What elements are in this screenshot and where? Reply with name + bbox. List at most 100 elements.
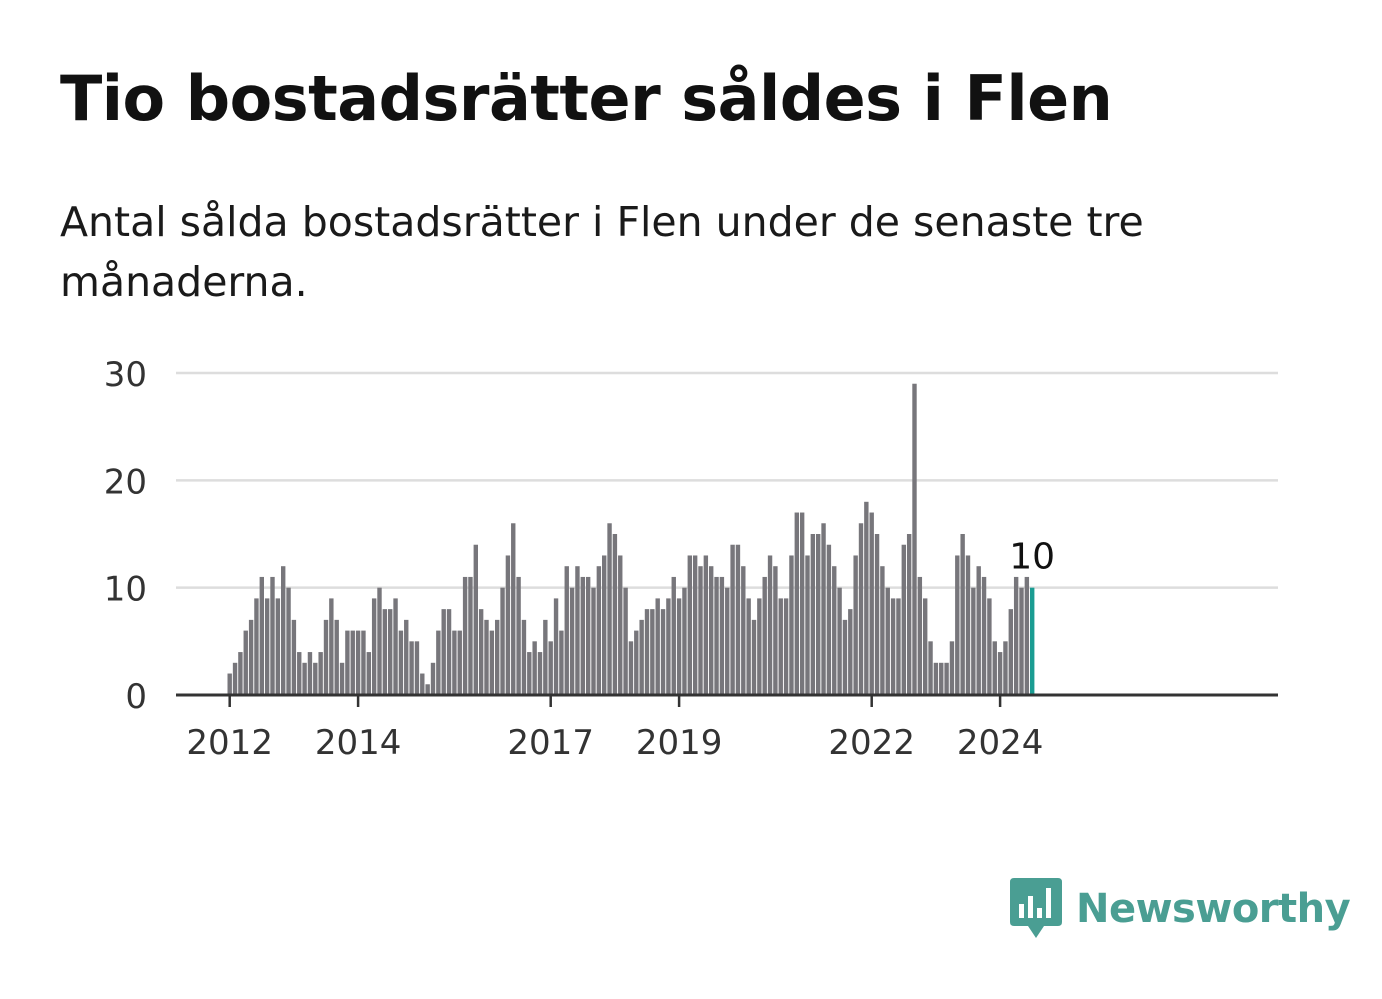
bar [864,502,868,695]
bar [960,534,964,695]
bar [543,620,547,695]
bar [1003,641,1007,695]
bar [698,566,702,695]
bar [495,620,499,695]
bar [736,545,740,695]
bar [682,588,686,695]
bar [313,663,317,695]
x-tick-label: 2014 [315,723,402,763]
bar [340,663,344,695]
bar [693,555,697,695]
y-tick-label: 10 [104,570,147,610]
bar [238,652,242,695]
bar [752,620,756,695]
bar [618,555,622,695]
bar [228,674,232,695]
bar [859,523,863,695]
bar [704,555,708,695]
bar [474,545,478,695]
bar [586,577,590,695]
bar [302,663,306,695]
bar [265,598,269,695]
bar [1014,577,1018,695]
bar [452,631,456,695]
grid-lines [176,373,1278,588]
bar [902,545,906,695]
bar [425,684,429,695]
bar [661,609,665,695]
bar [554,598,558,695]
bar [934,663,938,695]
bar [388,609,392,695]
bar [848,609,852,695]
bar [591,588,595,695]
bar [458,631,462,695]
bar [757,598,761,695]
bar [982,577,986,695]
bar [870,513,874,695]
x-tick-label: 2012 [186,723,273,763]
bar [538,652,542,695]
newsworthy-logo: Newsworthy [1010,878,1350,940]
bar [875,534,879,695]
bar [886,588,890,695]
bar [442,609,446,695]
bar [725,588,729,695]
bar [500,588,504,695]
bar [688,555,692,695]
bar [607,523,611,695]
bar [837,588,841,695]
bar [361,631,365,695]
bar [891,598,895,695]
bar [581,577,585,695]
bar [297,652,301,695]
bar [522,620,526,695]
bar [260,577,264,695]
bar [944,663,948,695]
bar [805,555,809,695]
bar [789,555,793,695]
bar [468,577,472,695]
bar-highlight [1030,588,1034,695]
bar [318,652,322,695]
bar [249,620,253,695]
bar [570,588,574,695]
bar [950,641,954,695]
bar [345,631,349,695]
bar [281,566,285,695]
highlight-value-label: 10 [1009,537,1055,578]
bar [597,566,601,695]
bar [741,566,745,695]
bar [629,641,633,695]
bar [966,555,970,695]
bar [763,577,767,695]
bar-chart: 01020302012 2014 2017 2019 2022 2024 10 [0,0,1382,999]
bar [559,631,563,695]
y-tick-label: 0 [125,677,147,717]
y-tick-label: 30 [104,355,147,395]
bar [939,663,943,695]
bar [821,523,825,695]
bar [730,545,734,695]
bar [623,588,627,695]
bar [404,620,408,695]
bar [666,598,670,695]
bar [575,566,579,695]
bar [409,641,413,695]
bar [463,577,467,695]
bar [490,631,494,695]
bar [816,534,820,695]
bar [918,577,922,695]
bar [383,609,387,695]
bar [447,609,451,695]
bar [506,555,510,695]
bar [853,555,857,695]
x-tick-label: 2024 [957,723,1044,763]
bar [377,588,381,695]
bars [228,384,1035,695]
bar [549,641,553,695]
bar [998,652,1002,695]
bar [720,577,724,695]
bar [393,598,397,695]
x-tick-label: 2017 [507,723,594,763]
